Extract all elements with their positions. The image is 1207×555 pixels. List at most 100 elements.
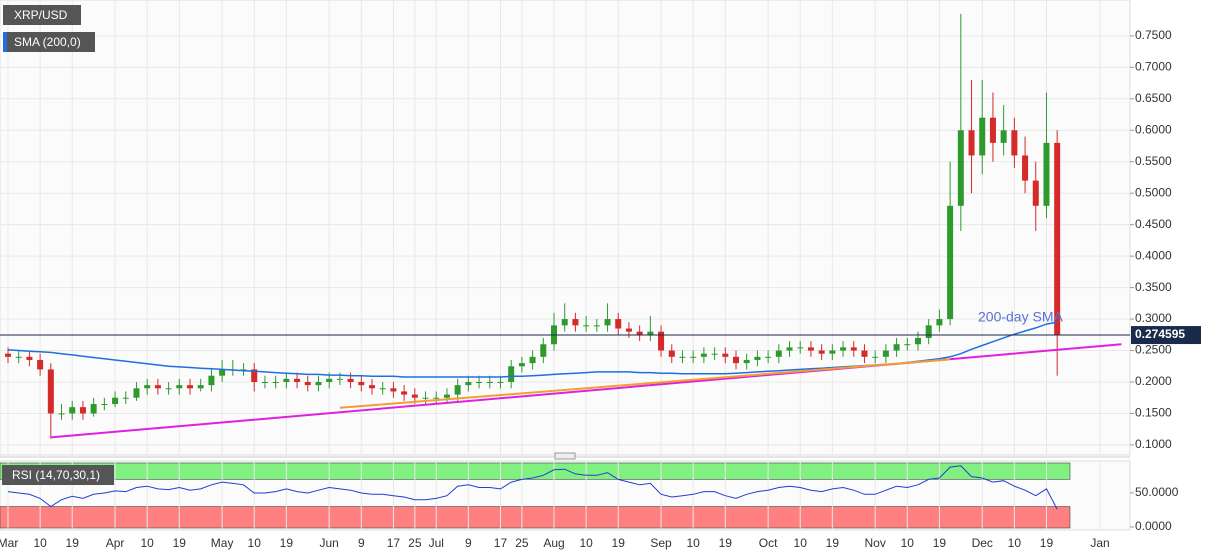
- candle-body: [197, 385, 204, 389]
- candle-body: [283, 378, 290, 382]
- candle-body: [1054, 142, 1061, 336]
- rsi-label-box: [2, 465, 114, 485]
- legend-label: XRP/USD: [14, 8, 68, 22]
- x-tick-label: 10: [1008, 536, 1022, 550]
- candle-body: [26, 356, 33, 360]
- x-tick-label: Jun: [319, 536, 338, 550]
- y-tick-label: 0.4500: [1135, 217, 1172, 231]
- candle-body: [144, 385, 151, 389]
- candle-body: [1022, 155, 1029, 181]
- candle-body: [219, 369, 226, 376]
- x-tick-label: Aug: [543, 536, 564, 550]
- candle-body: [1000, 130, 1007, 143]
- candle-body: [690, 356, 697, 358]
- candle-body: [454, 385, 461, 395]
- overbought-zone: [0, 462, 1071, 480]
- candle-body: [668, 350, 675, 357]
- candle-body: [294, 378, 301, 382]
- candle-body: [315, 381, 322, 386]
- candle-body: [379, 388, 386, 390]
- candle-body: [433, 397, 440, 399]
- legend-label: SMA (200,0): [14, 35, 81, 49]
- candle-body: [101, 404, 108, 406]
- x-tick-label: 10: [140, 536, 154, 550]
- x-tick-label: 19: [1040, 536, 1054, 550]
- candle-body: [240, 369, 247, 371]
- candle-body: [615, 319, 622, 329]
- candle-body: [775, 350, 782, 357]
- y-tick-label: 0.1000: [1135, 437, 1172, 451]
- candle-body: [497, 381, 504, 383]
- x-tick-label: 25: [408, 536, 422, 550]
- candle-body: [347, 378, 354, 382]
- candle-body: [947, 205, 954, 320]
- candle-body: [358, 381, 365, 386]
- candle-body: [486, 381, 493, 383]
- x-tick-label: 17: [387, 536, 401, 550]
- x-tick-label: Jan: [1090, 536, 1109, 550]
- x-tick-label: 10: [579, 536, 593, 550]
- candle-body: [47, 369, 54, 414]
- candle-body: [122, 397, 129, 399]
- x-tick-label: Jul: [429, 536, 444, 550]
- candle-body: [658, 331, 665, 351]
- candle-body: [272, 381, 279, 383]
- candle-body: [176, 385, 183, 389]
- candle-body: [561, 319, 568, 326]
- x-tick-label: 9: [465, 536, 472, 550]
- y-tick-label: 0.0000: [1135, 519, 1172, 533]
- price-panel: [0, 0, 1131, 456]
- candle-body: [5, 353, 11, 357]
- candle-body: [401, 391, 408, 395]
- y-tick-label: 0.7500: [1135, 28, 1172, 42]
- x-tick-label: 17: [494, 536, 508, 550]
- y-tick-label: 0.6000: [1135, 122, 1172, 136]
- y-tick-label: 0.5000: [1135, 185, 1172, 199]
- candle-body: [58, 413, 65, 415]
- x-tick-label: 19: [933, 536, 947, 550]
- candle-body: [411, 394, 418, 398]
- candle-body: [15, 356, 22, 358]
- candle-body: [465, 381, 472, 386]
- candle-body: [882, 350, 889, 357]
- candle-body: [636, 331, 643, 335]
- x-tick-label: 10: [901, 536, 915, 550]
- x-tick-label: 19: [66, 536, 80, 550]
- y-tick-label: 0.2000: [1135, 374, 1172, 388]
- last-price-box: [1131, 326, 1201, 345]
- resize-handle[interactable]: [554, 452, 576, 460]
- candle-body: [79, 407, 86, 414]
- candle-body: [957, 130, 964, 206]
- annotation: 200-day SMA: [978, 309, 1063, 325]
- candle-body: [187, 385, 193, 389]
- x-tick-label: Oct: [759, 536, 778, 550]
- candle-body: [261, 381, 268, 383]
- candle-body: [807, 347, 814, 351]
- x-tick-label: 10: [686, 536, 700, 550]
- candle-body: [69, 407, 76, 414]
- candle-body: [508, 366, 515, 382]
- y-tick-label: 0.7000: [1135, 60, 1172, 74]
- candle-body: [861, 350, 868, 357]
- y-tick-label: 0.2500: [1135, 343, 1172, 357]
- candle-body: [336, 378, 343, 380]
- candle-body: [765, 356, 772, 358]
- x-tick-label: 9: [358, 536, 365, 550]
- candle-body: [1032, 180, 1039, 206]
- x-tick-label: 19: [280, 536, 294, 550]
- candle-body: [90, 404, 97, 414]
- trendline: [339, 358, 951, 409]
- y-tick-label: 0.1500: [1135, 406, 1172, 420]
- rsi-label: RSI (14,70,30,1): [12, 468, 100, 482]
- candle-body: [904, 344, 911, 346]
- candle-body: [797, 347, 804, 349]
- candle-body: [818, 350, 825, 354]
- candle-body: [829, 350, 836, 354]
- candle-body: [925, 325, 932, 338]
- rsi-line: [7, 465, 1058, 510]
- x-tick-label: 10: [794, 536, 808, 550]
- candle-body: [989, 117, 996, 143]
- candle-body: [872, 356, 879, 358]
- candle-body: [583, 325, 590, 327]
